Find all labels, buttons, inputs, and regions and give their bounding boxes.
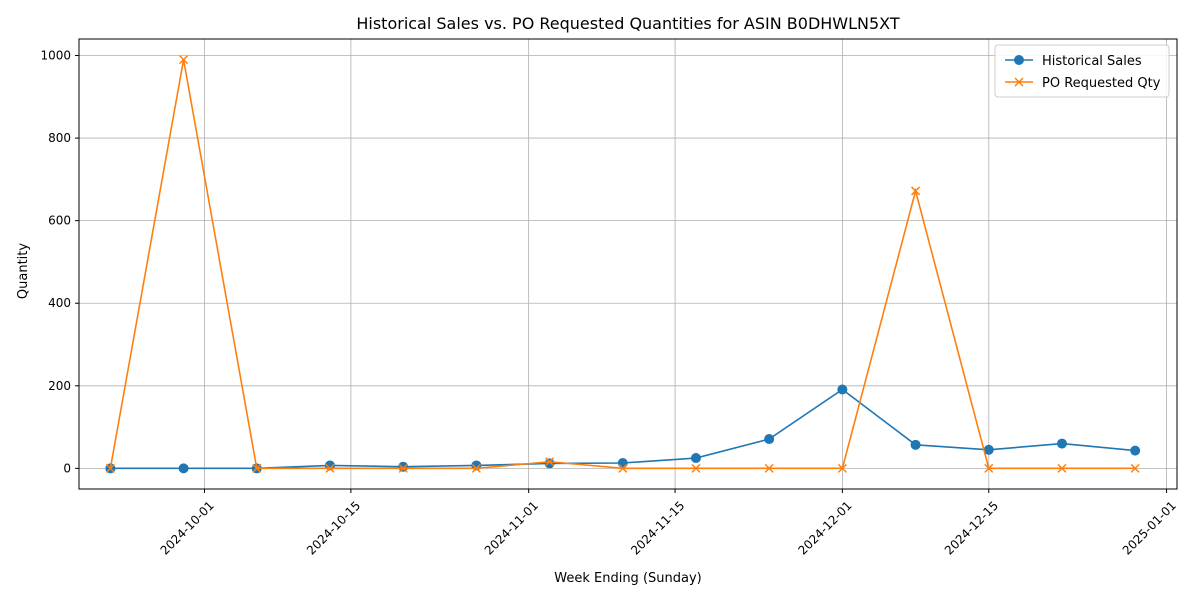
x-axis-ticks: 2024-10-01 2024-10-15 2024-11-01 2024-11-15… (158, 489, 1179, 558)
x-marker-stroke (325, 463, 335, 473)
x-marker-stroke (398, 463, 408, 473)
x-marker-stroke (105, 463, 115, 473)
data-point-historical-sales (764, 434, 775, 445)
x-tick-label: 2025-01-01 (1120, 498, 1179, 557)
y-axis-ticks: 0 200 400 600 800 1000 (40, 49, 79, 475)
x-marker-stroke (911, 186, 921, 196)
data-point-historical-sales (544, 458, 555, 469)
legend-box (994, 44, 1170, 98)
x-marker-stroke (252, 463, 262, 473)
x-marker-stroke (545, 457, 555, 467)
x-tick-label: 2024-10-15 (304, 498, 363, 557)
data-point-po-requested-qty (618, 463, 628, 473)
x-marker-stroke (984, 463, 994, 473)
chart-title: Historical Sales vs. PO Requested Quanti… (356, 14, 900, 33)
series-line-po-requested-qty (109, 59, 1136, 470)
y-tick-label: 1000 (40, 49, 71, 63)
data-point-historical-sales (178, 463, 189, 474)
data-point-po-requested-qty (105, 463, 115, 473)
y-tick-label: 800 (48, 131, 71, 145)
series-historical-sales (105, 384, 1141, 474)
series-line-historical-sales (110, 388, 1136, 470)
data-point-po-requested-qty (837, 463, 847, 473)
legend-label-historical-sales: Historical Sales (1042, 54, 1142, 69)
x-marker-stroke (179, 55, 189, 65)
data-point-po-requested-qty (252, 463, 262, 473)
x-marker-stroke (691, 463, 701, 473)
y-tick-label: 200 (48, 379, 71, 393)
legend-label-po-requested-qty: PO Requested Qty (1042, 76, 1161, 91)
data-point-po-requested-qty (1130, 463, 1140, 473)
data-point-po-requested-qty (911, 186, 921, 196)
legend-marker-po-requested-qty (1014, 77, 1024, 87)
data-point-po-requested-qty (545, 457, 555, 467)
y-tick-label: 0 (63, 461, 71, 475)
x-axis-label: Week Ending (Sunday) (554, 571, 701, 586)
x-marker-stroke (618, 463, 628, 473)
x-marker-stroke (1014, 77, 1024, 87)
x-tick-label: 2024-11-01 (482, 498, 541, 557)
x-marker-stroke (837, 463, 847, 473)
data-point-historical-sales (1056, 438, 1067, 449)
grid (79, 39, 1177, 489)
data-point-historical-sales (398, 461, 409, 472)
x-tick-label: 2024-10-01 (158, 498, 217, 557)
data-point-po-requested-qty (398, 463, 408, 473)
plot-frame (78, 38, 1178, 490)
data-point-po-requested-qty (1057, 463, 1067, 473)
y-tick-label: 400 (48, 296, 71, 310)
x-marker-stroke (764, 463, 774, 473)
data-point-po-requested-qty (325, 463, 335, 473)
data-point-historical-sales (1130, 445, 1141, 456)
y-tick-label: 600 (48, 214, 71, 228)
x-marker-stroke (1130, 463, 1140, 473)
x-tick-label: 2024-12-01 (795, 498, 854, 557)
series-layer (105, 55, 1141, 474)
x-tick-label: 2024-12-15 (942, 498, 1001, 557)
x-marker-stroke (471, 463, 481, 473)
series-po-requested-qty (105, 55, 1140, 473)
legend: Historical Sales PO Requested Qty (994, 44, 1170, 98)
data-point-historical-sales (983, 444, 994, 455)
x-marker-stroke (1057, 463, 1067, 473)
data-point-historical-sales (837, 384, 848, 395)
data-point-po-requested-qty (179, 55, 189, 65)
data-point-historical-sales (690, 453, 701, 464)
data-point-historical-sales (910, 439, 921, 450)
data-point-po-requested-qty (764, 463, 774, 473)
data-point-po-requested-qty (984, 463, 994, 473)
y-axis-label: Quantity (16, 243, 31, 299)
data-point-po-requested-qty (471, 463, 481, 473)
legend-marker-historical-sales (1014, 55, 1024, 65)
data-point-po-requested-qty (691, 463, 701, 473)
x-tick-label: 2024-11-15 (628, 498, 687, 557)
